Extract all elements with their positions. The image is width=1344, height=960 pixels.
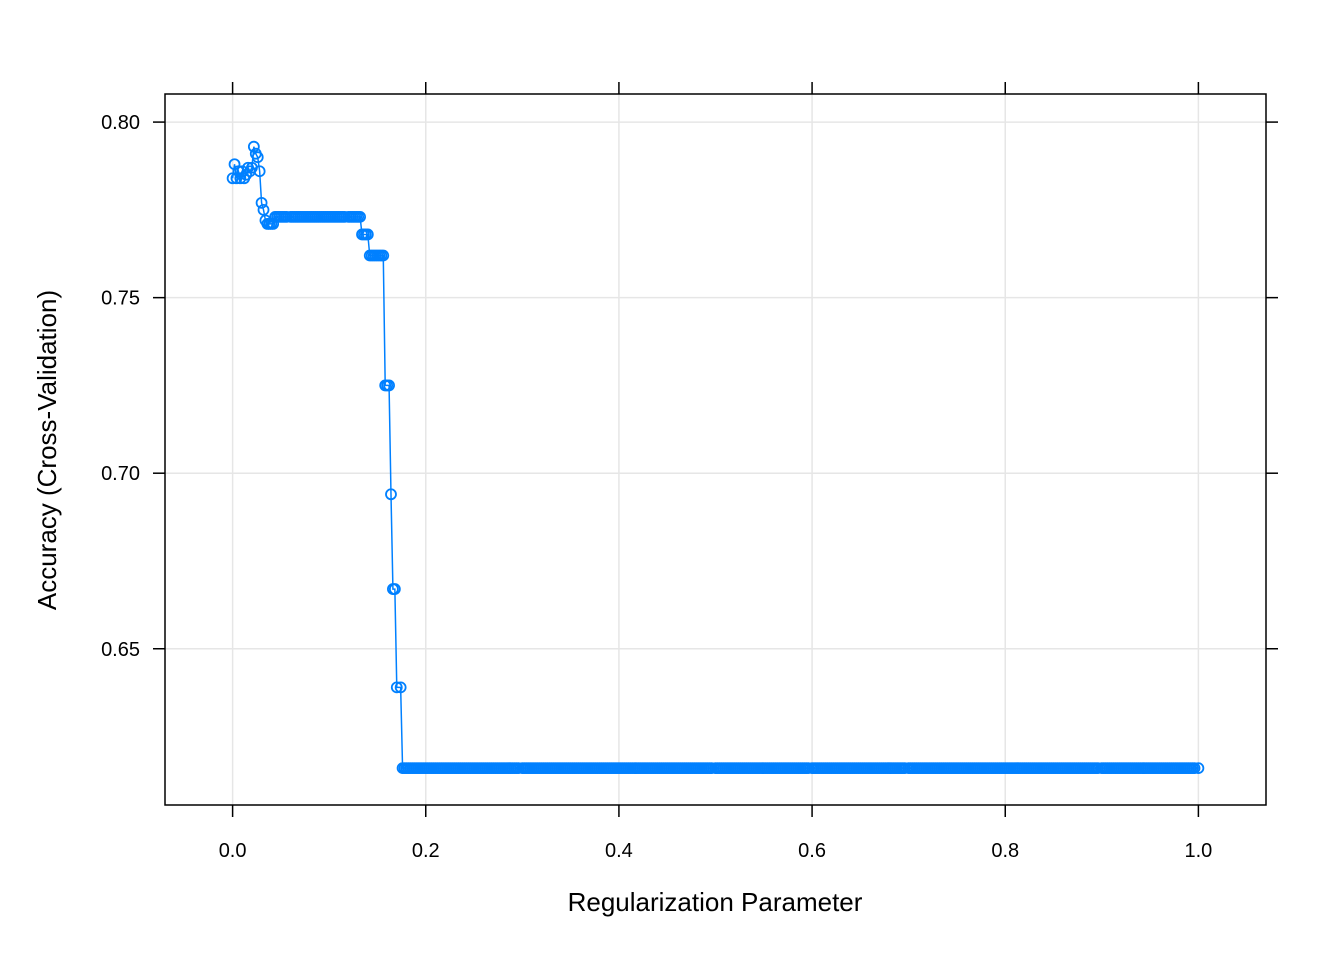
- data-point: [354, 210, 366, 223]
- data-point: [383, 379, 395, 392]
- data-point: [255, 196, 268, 209]
- data-point: [390, 681, 403, 694]
- y-axis-title: Accuracy (Cross-Validation): [32, 290, 62, 610]
- data-point: [388, 583, 401, 595]
- y-tick-label: 0.80: [101, 112, 140, 134]
- series: [226, 140, 1205, 775]
- x-tick-label: 0.0: [219, 840, 247, 862]
- data-point: [385, 488, 397, 501]
- data-point: [361, 228, 374, 241]
- x-tick-label: 0.6: [798, 840, 826, 862]
- data-point: [253, 165, 266, 178]
- x-axis-title: Regularization Parameter: [568, 887, 863, 917]
- plot-frame: [164, 93, 1267, 806]
- data-point: [394, 681, 407, 694]
- data-point: [226, 172, 239, 185]
- data-point: [240, 168, 253, 181]
- x-tick-label: 0.2: [412, 840, 440, 862]
- data-point: [247, 140, 260, 153]
- grid: [165, 94, 1266, 805]
- data-point: [1188, 762, 1201, 775]
- data-point: [234, 172, 247, 185]
- x-tick-label: 0.8: [991, 840, 1019, 862]
- axes: 0.0 0.2 0.4 0.6 0.8 1.0 0.65 0.70 0.75 0.80: [101, 82, 1278, 862]
- series-line: [231, 146, 1199, 769]
- x-tick-label: 0.4: [605, 840, 633, 862]
- x-tick-label: 1.0: [1184, 840, 1212, 862]
- data-point: [377, 249, 390, 262]
- data-point: [251, 151, 264, 164]
- y-tick-label: 0.65: [101, 639, 140, 661]
- data-point: [1192, 762, 1205, 775]
- y-tick-label: 0.70: [101, 463, 140, 485]
- y-tick-label: 0.75: [101, 288, 140, 310]
